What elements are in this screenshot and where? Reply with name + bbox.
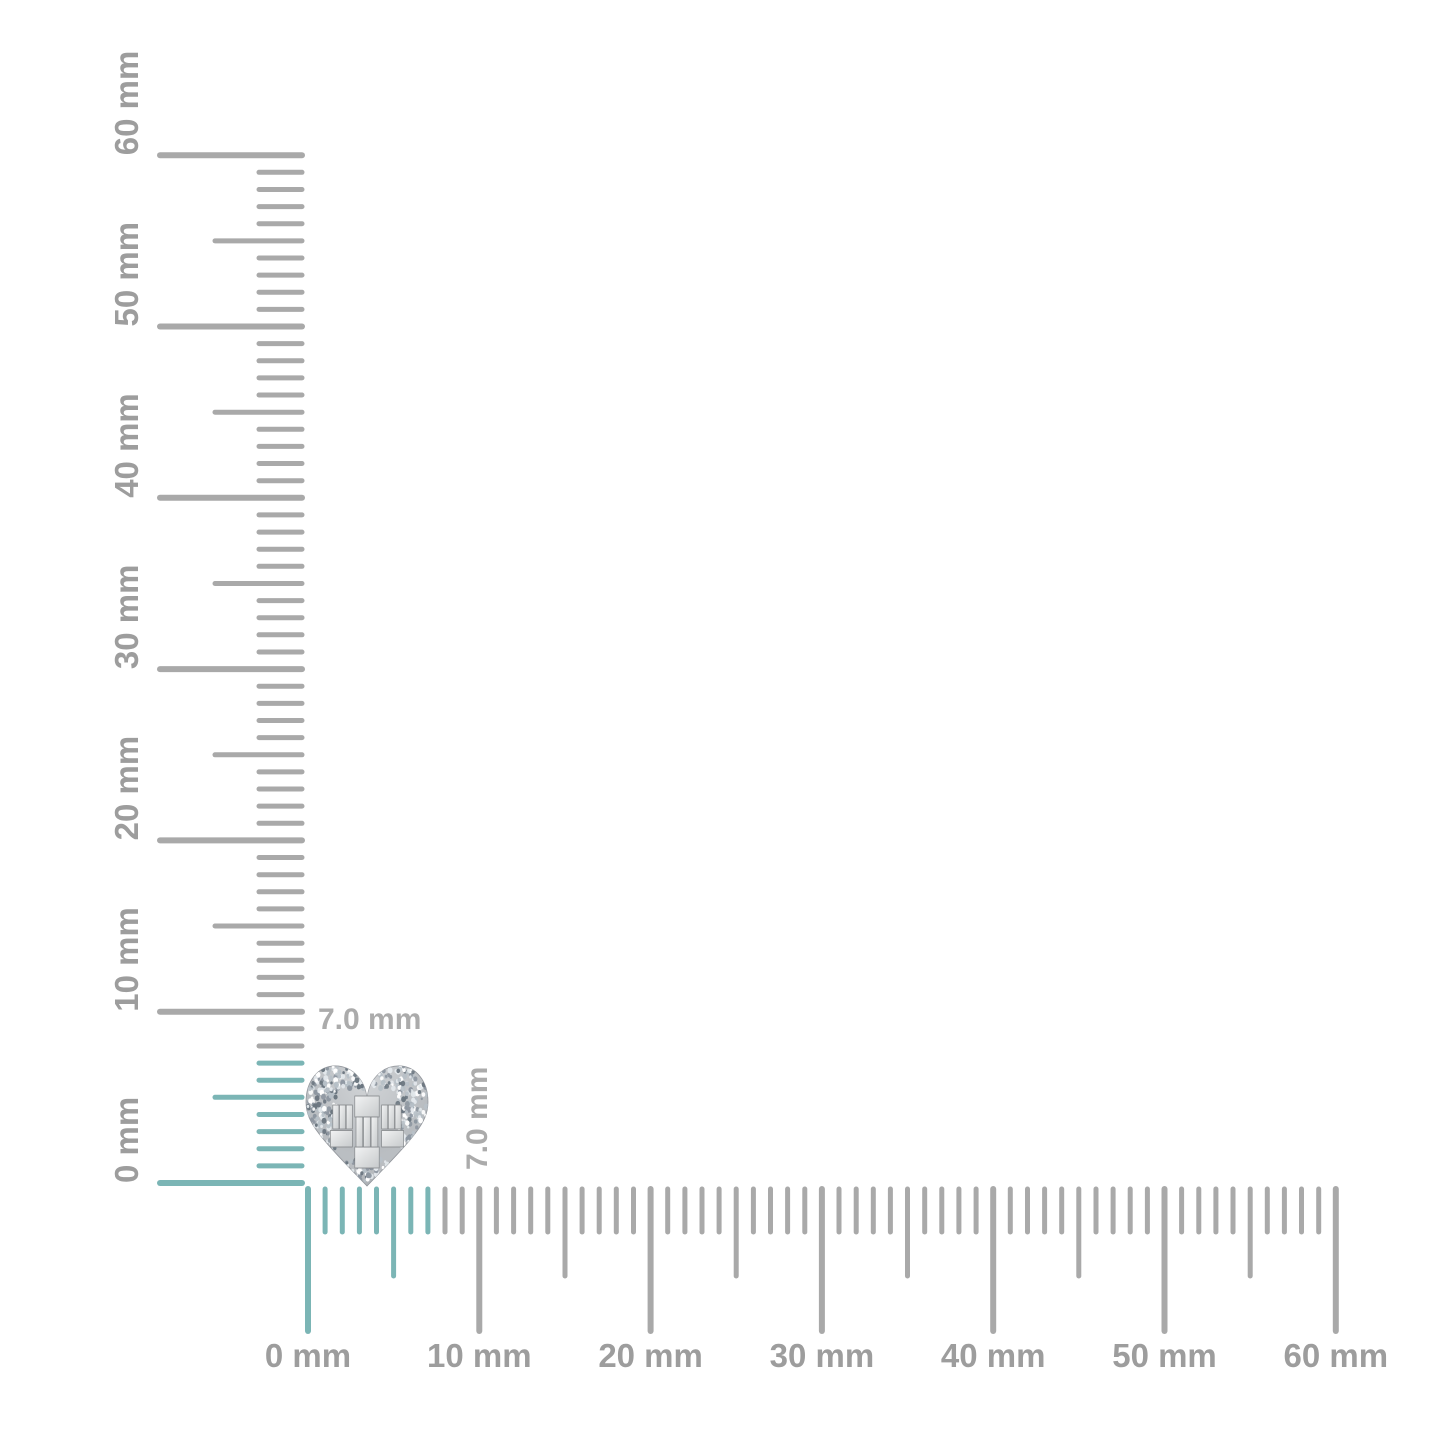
svg-text:60 mm: 60 mm xyxy=(1284,1337,1389,1374)
svg-text:60 mm: 60 mm xyxy=(108,51,145,156)
svg-text:50 mm: 50 mm xyxy=(108,222,145,327)
svg-text:20 mm: 20 mm xyxy=(108,736,145,841)
svg-text:0 mm: 0 mm xyxy=(265,1337,351,1374)
svg-text:10 mm: 10 mm xyxy=(427,1337,532,1374)
svg-text:40 mm: 40 mm xyxy=(941,1337,1046,1374)
svg-text:50 mm: 50 mm xyxy=(1112,1337,1217,1374)
svg-text:7.0 mm: 7.0 mm xyxy=(318,1003,421,1036)
svg-text:20 mm: 20 mm xyxy=(598,1337,703,1374)
svg-text:30 mm: 30 mm xyxy=(108,565,145,670)
svg-text:7.0 mm: 7.0 mm xyxy=(461,1067,494,1170)
svg-text:40 mm: 40 mm xyxy=(108,393,145,498)
svg-text:30 mm: 30 mm xyxy=(770,1337,875,1374)
svg-text:10 mm: 10 mm xyxy=(108,907,145,1012)
svg-text:0 mm: 0 mm xyxy=(108,1097,145,1183)
